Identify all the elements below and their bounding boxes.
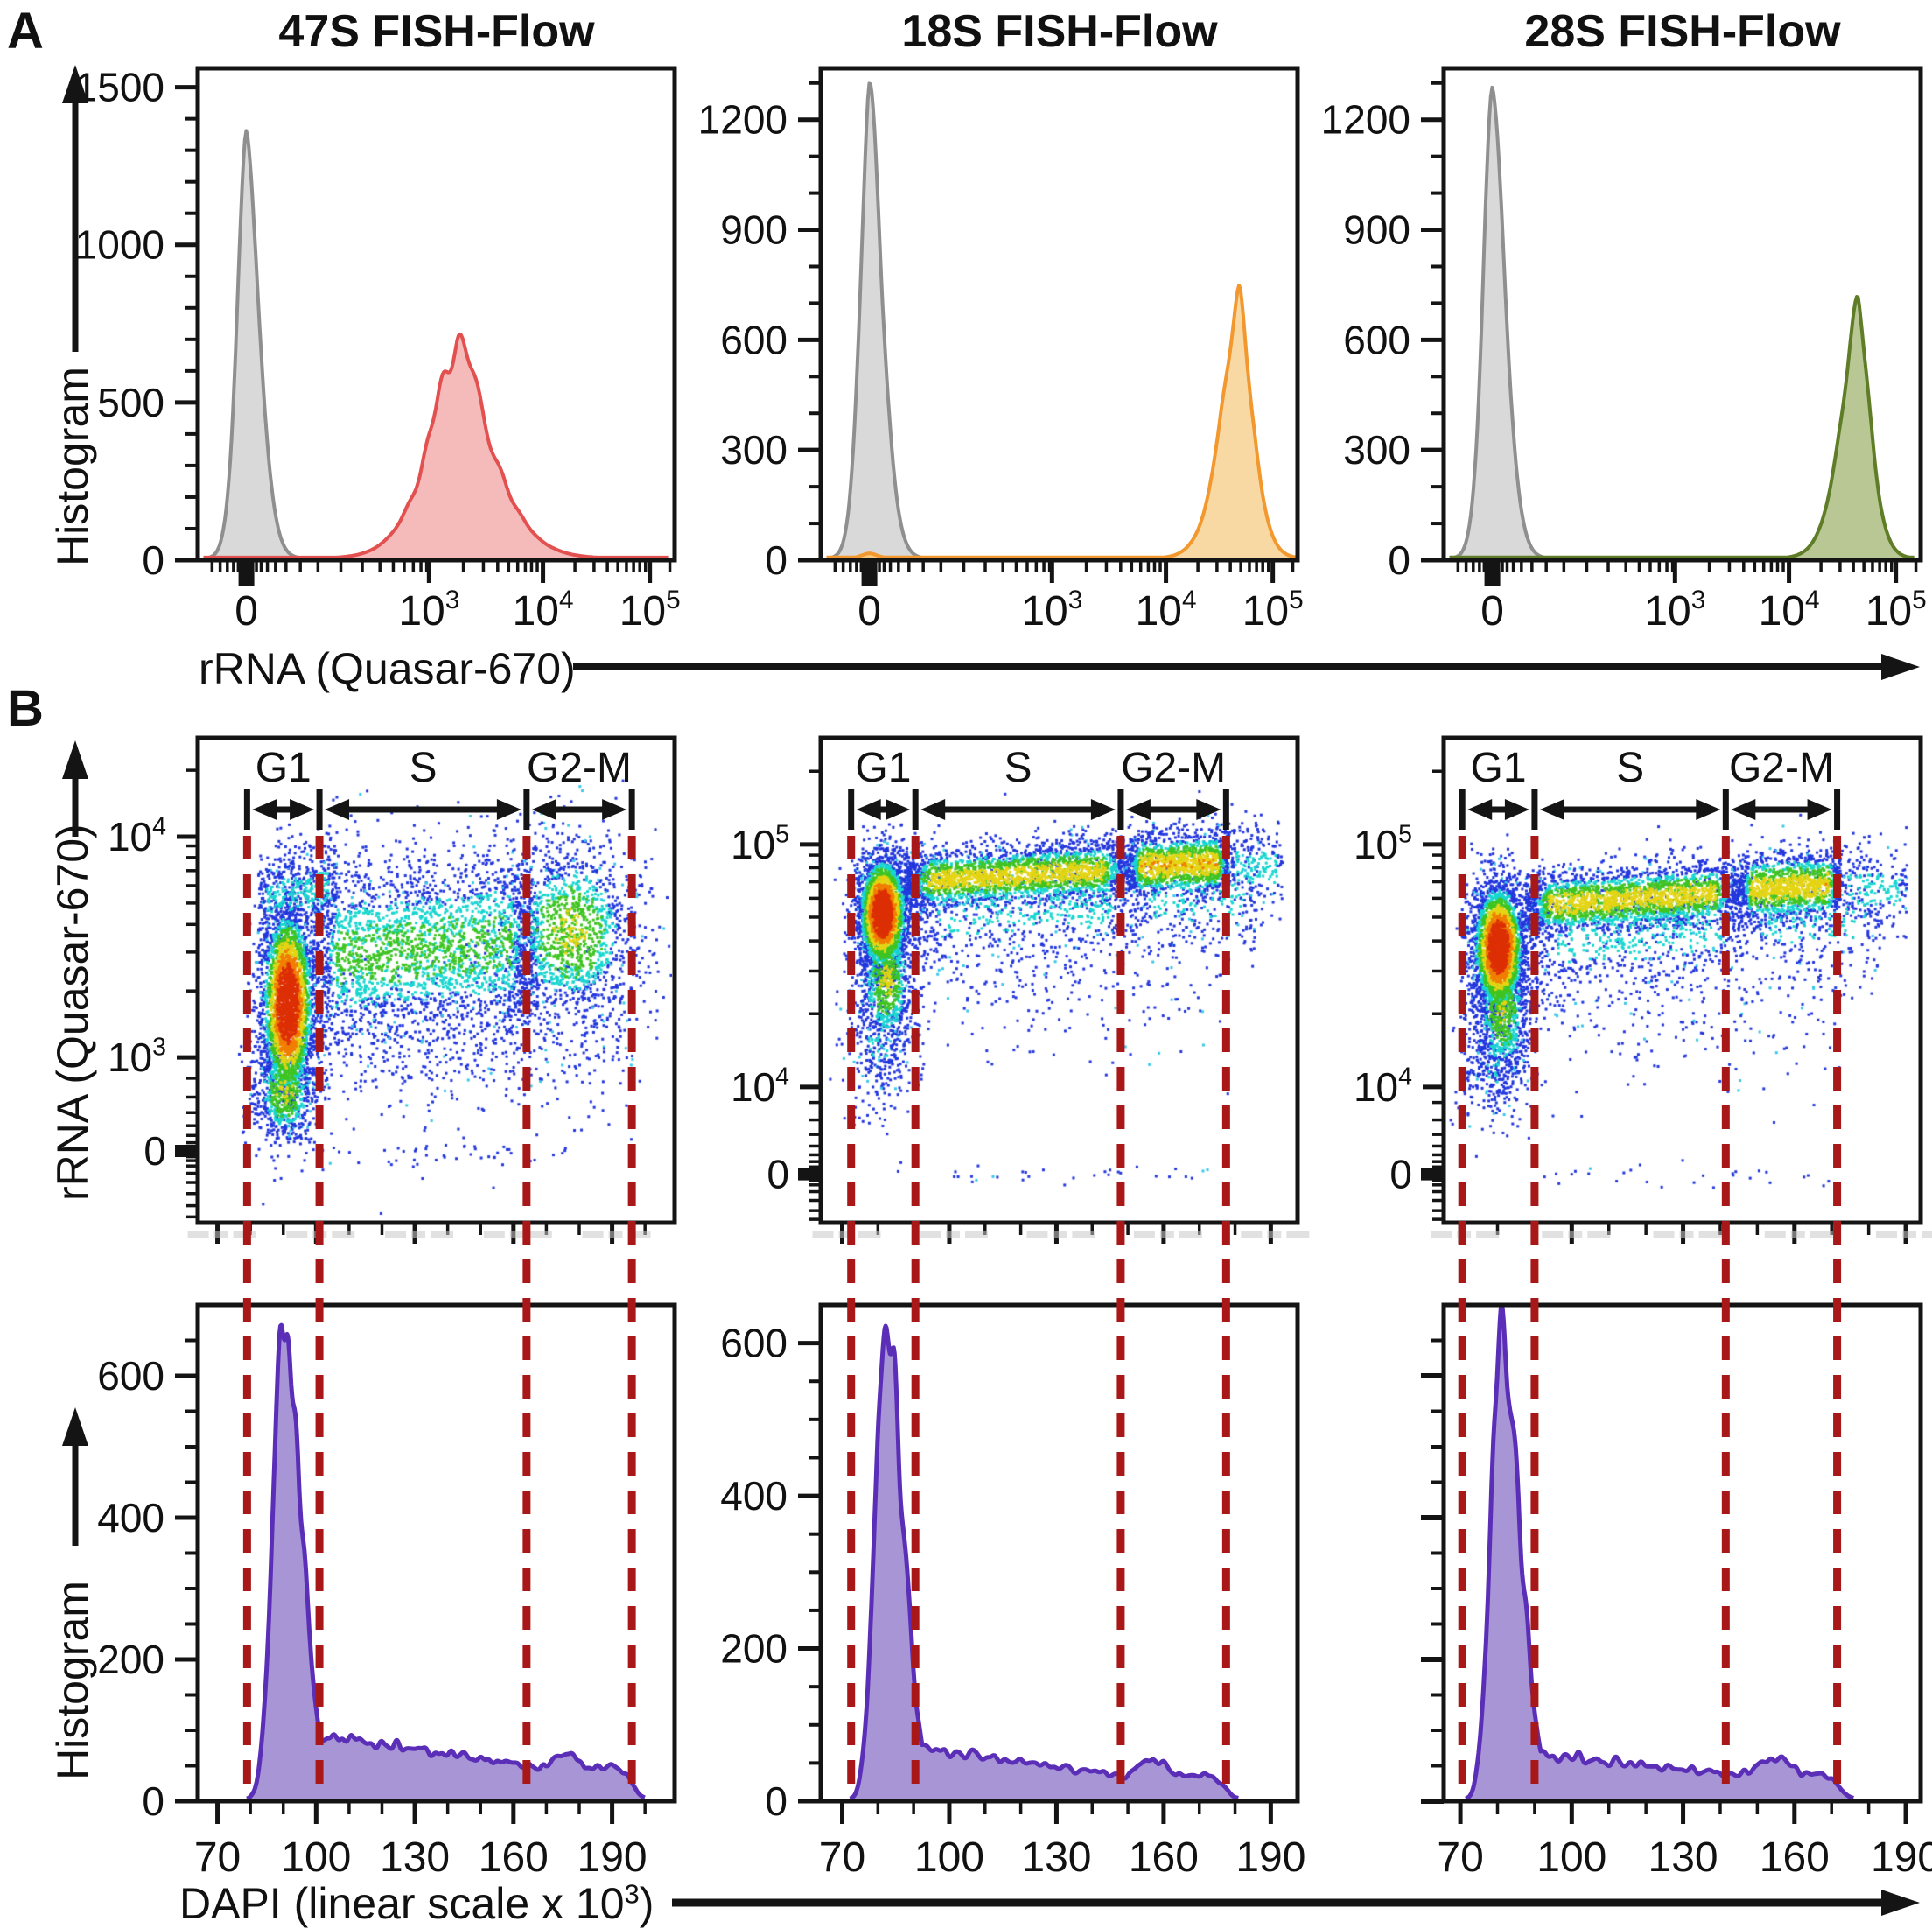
panel-a-y-axis-label: Histogram (48, 367, 97, 566)
svg-text:100: 100 (1536, 1834, 1606, 1881)
svg-text:103: 103 (398, 586, 459, 635)
dapi-label-sup: 3 (624, 1878, 640, 1910)
plot-title-18s: 18S FISH-Flow (901, 6, 1218, 57)
svg-text:104: 104 (513, 586, 574, 635)
svg-text:0: 0 (142, 1778, 164, 1824)
svg-text:105: 105 (731, 820, 789, 866)
svg-text:300: 300 (720, 427, 788, 473)
svg-text:G1: G1 (1471, 745, 1527, 791)
dapi-label-close: ) (639, 1879, 654, 1928)
panel-a-label: A (7, 3, 44, 60)
svg-text:1500: 1500 (75, 65, 164, 110)
svg-text:105: 105 (1866, 586, 1927, 635)
svg-text:130: 130 (1648, 1834, 1718, 1881)
svg-text:103: 103 (1021, 586, 1082, 635)
svg-text:600: 600 (1343, 317, 1410, 362)
svg-text:0: 0 (1480, 588, 1504, 635)
svg-text:0: 0 (765, 537, 788, 583)
svg-text:900: 900 (720, 207, 788, 253)
svg-text:0: 0 (1388, 537, 1410, 583)
svg-text:600: 600 (720, 1321, 788, 1366)
svg-text:600: 600 (97, 1353, 164, 1399)
svg-text:1200: 1200 (698, 97, 788, 143)
svg-text:105: 105 (1242, 586, 1304, 635)
svg-text:105: 105 (620, 586, 681, 635)
svg-text:S: S (1004, 745, 1032, 791)
svg-text:0: 0 (144, 1128, 166, 1174)
svg-text:200: 200 (720, 1626, 788, 1672)
svg-text:103: 103 (108, 1034, 166, 1080)
svg-text:70: 70 (1437, 1834, 1483, 1881)
svg-text:0: 0 (234, 588, 258, 635)
svg-text:1200: 1200 (1321, 97, 1410, 143)
svg-text:S: S (1616, 745, 1644, 791)
scatter-plot-47s (200, 740, 672, 1220)
svg-text:190: 190 (1236, 1834, 1306, 1881)
svg-text:G1: G1 (855, 745, 911, 791)
svg-text:104: 104 (1354, 1063, 1412, 1109)
svg-text:500: 500 (97, 380, 164, 425)
svg-text:S: S (409, 745, 437, 791)
svg-text:103: 103 (1644, 586, 1705, 635)
svg-text:160: 160 (1129, 1834, 1199, 1881)
svg-text:104: 104 (1759, 586, 1820, 635)
svg-text:100: 100 (914, 1834, 984, 1881)
svg-text:104: 104 (1136, 586, 1197, 635)
svg-text:G1: G1 (256, 745, 312, 791)
svg-text:100: 100 (281, 1834, 351, 1881)
svg-text:190: 190 (1871, 1834, 1932, 1881)
svg-text:104: 104 (731, 1063, 789, 1109)
scatter-y-axis-label: rRNA (Quasar-670) (48, 824, 97, 1201)
svg-text:G2-M: G2-M (1121, 745, 1226, 791)
svg-text:200: 200 (97, 1637, 164, 1682)
svg-text:400: 400 (720, 1473, 788, 1519)
svg-text:G2-M: G2-M (1729, 745, 1834, 791)
svg-text:400: 400 (97, 1495, 164, 1540)
plot-title-28s: 28S FISH-Flow (1524, 6, 1841, 57)
svg-text:0: 0 (858, 588, 881, 635)
svg-text:0: 0 (765, 1778, 788, 1824)
svg-text:190: 190 (578, 1834, 648, 1881)
svg-text:0: 0 (142, 537, 164, 583)
svg-text:160: 160 (479, 1834, 549, 1881)
svg-text:0: 0 (766, 1152, 789, 1197)
panel-b-x-axis-label: DAPI (linear scale x 103) (179, 1878, 654, 1929)
svg-text:0: 0 (1390, 1152, 1412, 1197)
svg-text:70: 70 (819, 1834, 865, 1881)
svg-text:70: 70 (194, 1834, 241, 1881)
plot-title-47s: 47S FISH-Flow (278, 6, 595, 57)
svg-text:G2-M: G2-M (527, 745, 632, 791)
svg-text:600: 600 (720, 317, 788, 362)
svg-text:130: 130 (380, 1834, 450, 1881)
svg-text:104: 104 (108, 813, 166, 859)
scatter-plot-18s (823, 740, 1295, 1220)
hist-y-axis-label: Histogram (48, 1581, 97, 1780)
svg-text:130: 130 (1021, 1834, 1091, 1881)
svg-text:1000: 1000 (75, 222, 164, 268)
svg-text:105: 105 (1354, 820, 1412, 866)
dapi-label-text: DAPI (linear scale x 10 (179, 1879, 625, 1928)
svg-text:160: 160 (1760, 1834, 1830, 1881)
panel-b-label: B (7, 680, 44, 737)
svg-text:300: 300 (1343, 427, 1410, 473)
svg-text:900: 900 (1343, 207, 1410, 253)
panel-a-x-axis-label: rRNA (Quasar-670) (199, 644, 576, 693)
